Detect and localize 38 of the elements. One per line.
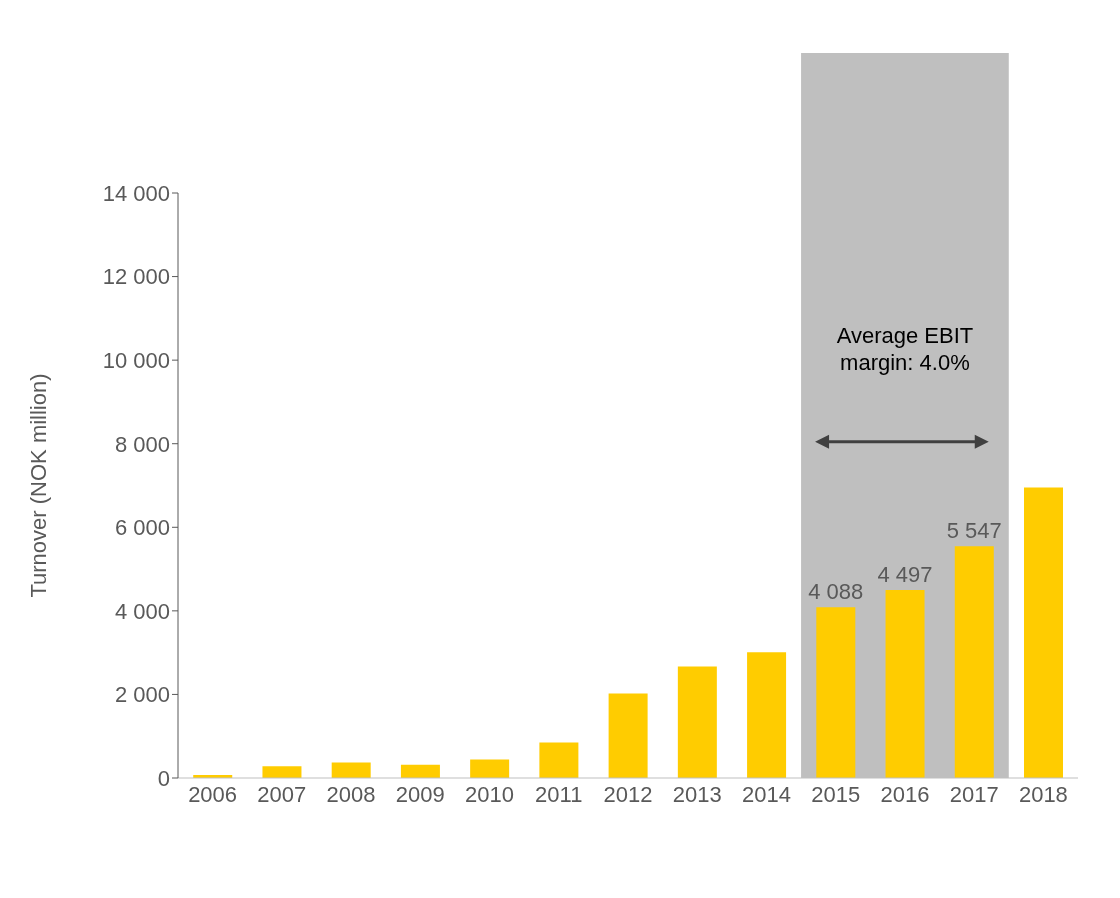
bar [331,762,371,778]
x-tick-label: 2009 [395,781,445,807]
x-tick-label: 2011 [535,781,583,807]
y-tick-label: 0 [157,765,170,791]
bar [539,742,579,778]
bar [262,766,302,778]
y-axis-title: Turnover (NOK million) [25,373,51,598]
x-tick-label: 2013 [672,781,722,807]
bar [470,759,510,778]
bar [816,607,856,778]
bar [677,666,717,778]
x-tick-label: 2016 [880,781,930,807]
x-tick-label: 2018 [1018,781,1068,807]
data-label: 5 547 [946,518,1002,544]
x-tick-label: 2012 [603,781,653,807]
data-label: 4 088 [808,579,864,605]
y-tick-label: 2 000 [114,682,170,708]
x-tick-label: 2007 [257,781,307,807]
x-tick-label: 2008 [326,781,376,807]
bar [608,693,648,778]
y-tick-label: 8 000 [114,431,170,457]
band-label: Average EBIT margin: 4.0% [835,321,975,376]
bar [400,764,440,778]
y-tick-label: 10 000 [102,347,170,373]
y-tick-label: 6 000 [114,515,170,541]
x-tick-label: 2017 [949,781,999,807]
x-tick-label: 2006 [188,781,238,807]
y-tick-label: 4 000 [114,598,170,624]
x-tick-label: 2010 [465,781,515,807]
bar [1024,487,1063,778]
x-tick-label: 2014 [741,781,791,807]
bar [885,590,925,778]
y-tick-label: 14 000 [102,180,170,206]
bar [747,652,787,778]
data-label: 4 497 [877,562,933,588]
bar [954,546,994,778]
y-tick-label: 12 000 [102,264,170,290]
x-tick-label: 2015 [811,781,861,807]
